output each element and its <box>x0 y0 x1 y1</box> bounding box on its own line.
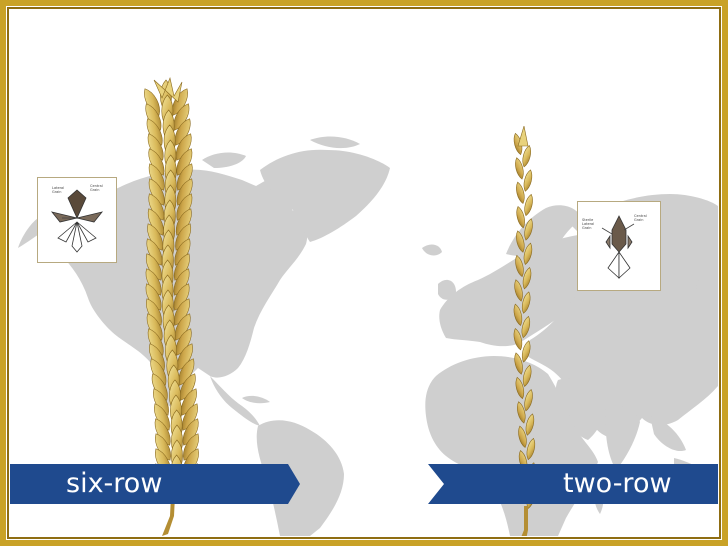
six-row-kernel <box>147 328 164 356</box>
two-row-kernel <box>515 376 525 400</box>
six-row-kernel <box>173 283 190 311</box>
two-row-kernel <box>523 242 533 265</box>
two-row-kernel <box>524 218 533 241</box>
two-row-kernel <box>516 206 525 229</box>
six-row-kernel <box>175 208 192 236</box>
six-row-spikelet-drawing <box>50 189 104 253</box>
six-row-kernel <box>147 223 164 251</box>
two-row-kernel <box>522 364 532 387</box>
two-row-kernel <box>515 157 524 180</box>
six-row-kernel <box>148 193 165 221</box>
two-row-kernel <box>526 437 536 461</box>
six-row-label: six-row <box>66 468 163 499</box>
six-row-kernel <box>145 268 162 296</box>
six-row-kernel <box>174 118 191 146</box>
two-row-kernel <box>515 254 524 278</box>
slide-canvas: Lateral Grain Central Grain Sterile Late… <box>10 10 718 536</box>
six-row-kernel <box>174 253 190 281</box>
two-row-kernel <box>516 181 525 204</box>
two-row-lateral-label: Sterile Lateral Grain <box>582 218 595 230</box>
six-row-kernel <box>176 148 193 176</box>
six-row-kernel <box>148 163 165 191</box>
six-row-kernel <box>146 238 163 266</box>
two-row-stem <box>521 506 528 536</box>
six-row-spike-tip <box>153 76 183 103</box>
six-row-spikelet-diagram: Lateral Grain Central Grain <box>37 177 117 263</box>
two-row-kernel <box>517 401 526 424</box>
two-row-label: two-row <box>563 468 672 499</box>
six-row-lateral-label: Lateral Grain <box>52 186 65 194</box>
two-row-central-label: Central Grain <box>634 214 647 222</box>
six-row-kernel <box>175 328 192 356</box>
six-row-kernel <box>146 298 162 326</box>
two-row-kernel <box>524 389 533 412</box>
two-row-kernel <box>523 169 533 192</box>
six-row-kernel <box>145 283 162 311</box>
six-row-kernel <box>147 208 164 236</box>
two-row-banner <box>428 464 718 504</box>
two-row-kernel <box>513 328 523 351</box>
six-row-kernel <box>146 313 163 341</box>
six-row-kernel <box>182 403 198 431</box>
two-row-spike-tip <box>517 126 529 147</box>
two-row-kernel <box>522 145 531 168</box>
two-row-kernel <box>521 315 531 339</box>
six-row-kernel <box>154 403 170 431</box>
six-row-kernel <box>153 388 169 416</box>
two-row-kernel <box>513 303 523 326</box>
six-row-kernel <box>173 103 190 131</box>
two-row-kernel <box>514 352 523 375</box>
six-row-kernel <box>146 118 163 146</box>
six-row-kernels <box>144 76 199 491</box>
six-row-kernel <box>151 373 168 401</box>
six-row-kernel <box>154 418 171 446</box>
six-row-kernel <box>144 88 160 116</box>
two-row-kernel <box>516 230 525 253</box>
six-row-kernel <box>182 418 199 446</box>
six-row-central-label: Central Grain <box>90 184 103 192</box>
six-row-kernel <box>175 223 192 251</box>
two-row-kernel <box>518 425 527 448</box>
two-row-kernel <box>521 291 531 314</box>
six-row-kernel <box>149 343 165 371</box>
six-row-kernel <box>174 238 191 266</box>
six-row-kernel <box>173 268 190 296</box>
six-row-kernel <box>174 313 191 341</box>
six-row-kernel <box>179 373 196 401</box>
two-row-spikelet-diagram: Sterile Lateral Grain Central Grain <box>577 201 661 291</box>
six-row-kernel <box>148 178 165 206</box>
six-row-kernel <box>176 163 193 191</box>
two-row-kernel <box>524 193 533 217</box>
six-row-kernel <box>150 358 167 386</box>
six-row-kernel <box>181 388 197 416</box>
six-row-kernel <box>175 133 192 161</box>
two-row-kernel <box>522 267 532 290</box>
six-row-kernel <box>148 148 165 176</box>
six-row-kernel <box>183 433 199 461</box>
six-row-kernel <box>146 253 162 281</box>
two-row-kernels <box>513 126 536 509</box>
two-row-kernel <box>513 132 523 156</box>
six-row-kernel <box>145 103 162 131</box>
six-row-banner <box>10 464 300 504</box>
six-row-kernel <box>176 193 193 221</box>
six-row-kernel <box>176 178 193 206</box>
two-row-spikelet-drawing <box>601 215 635 279</box>
two-row-kernel <box>514 279 523 302</box>
two-row-kernel <box>521 340 531 363</box>
two-row-kernel <box>525 413 535 436</box>
six-row-kernel <box>174 298 190 326</box>
six-row-kernel <box>147 133 164 161</box>
six-row-kernel <box>155 433 171 461</box>
